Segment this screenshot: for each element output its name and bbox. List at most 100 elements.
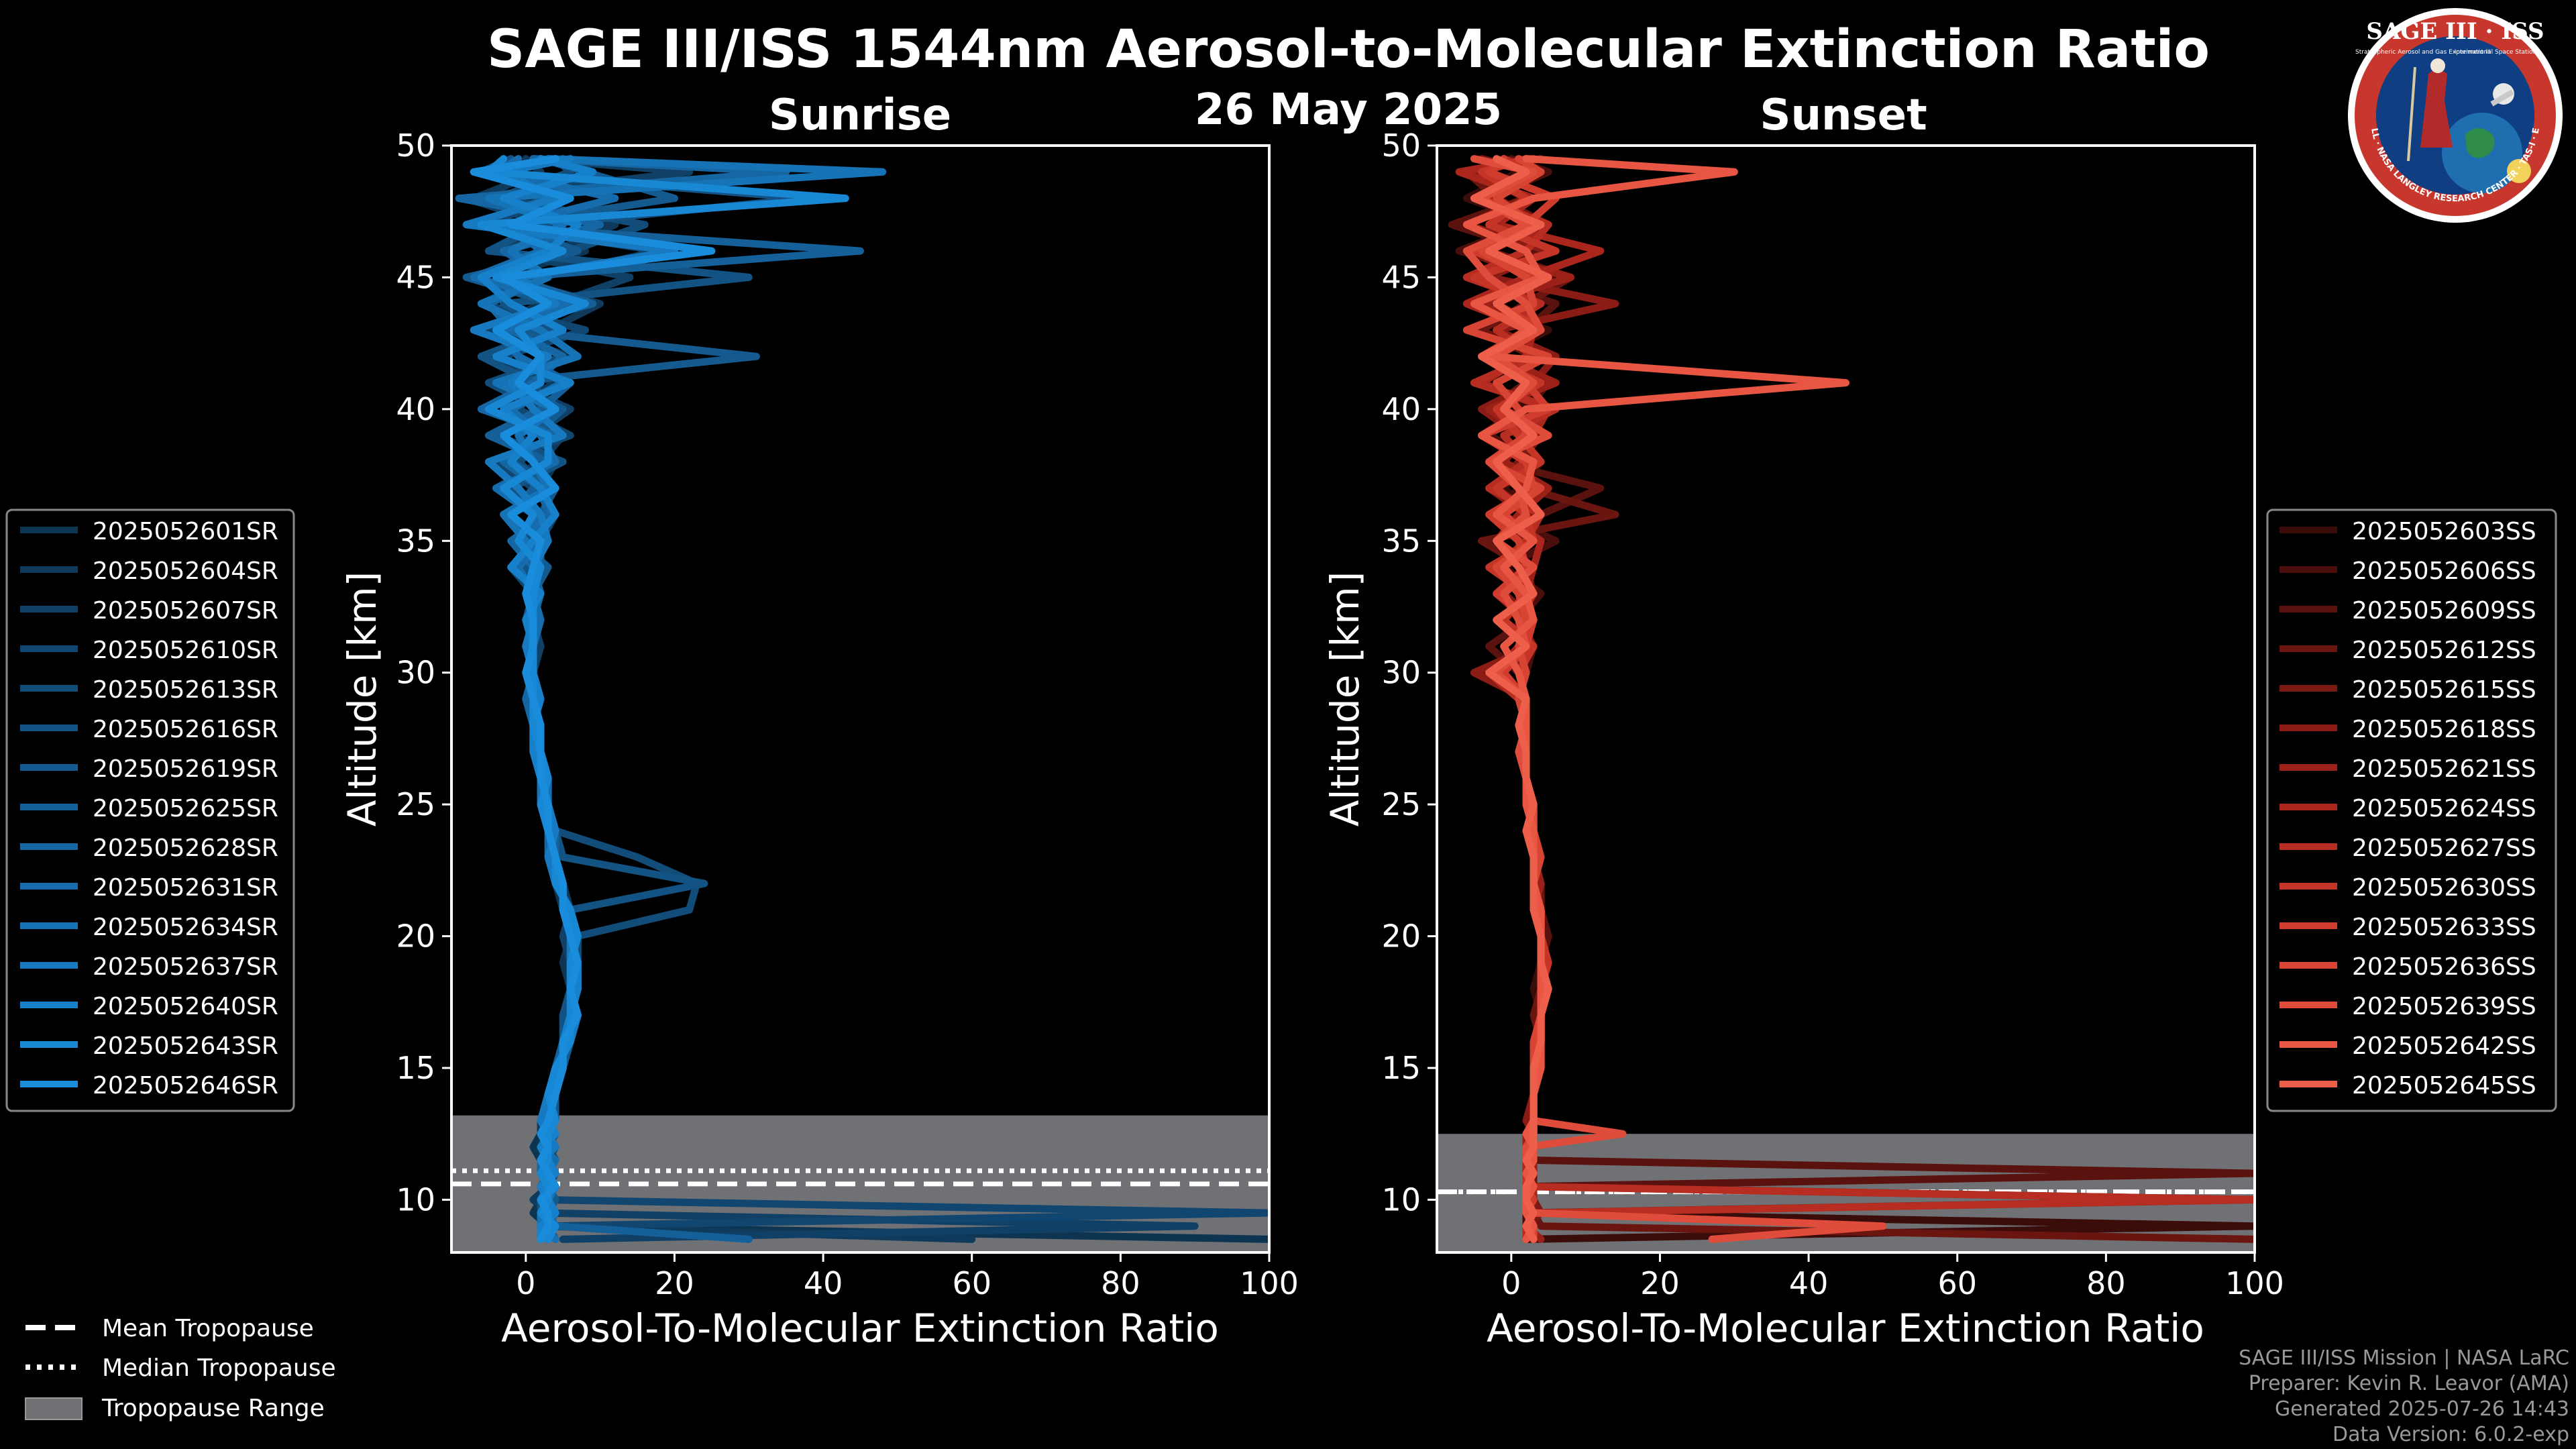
sunset-y-tick-label: 10 [1381, 1181, 1421, 1218]
sunrise-legend-label: 2025052610SR [93, 637, 278, 664]
panel-title-sunrise: Sunrise [769, 91, 951, 140]
mean-tropopause-label: Mean Tropopause [102, 1315, 314, 1342]
sunset-legend-label: 2025052642SS [2352, 1032, 2536, 1060]
tropopause-legend: Mean Tropopause Median Tropopause Tropop… [25, 1315, 336, 1422]
sunset-x-tick-label: 80 [2086, 1265, 2126, 1301]
sunrise-y-tick-label: 15 [396, 1050, 435, 1086]
sunrise-profiles [455, 155, 1269, 1243]
sunset-x-axis-label: Aerosol-To-Molecular Extinction Ratio [1487, 1305, 2204, 1351]
sunrise-y-tick-label: 35 [396, 523, 435, 559]
logo-figure-robe [2420, 67, 2453, 148]
sunset-y-tick-label: 40 [1381, 391, 1421, 427]
logo-continent [2465, 128, 2495, 158]
panel-title-sunset: Sunset [1760, 91, 1927, 140]
sunrise-ticks: 0 20 40 60 80 100 10 15 20 25 30 35 40 45 50 [396, 127, 1298, 1301]
sunset-legend-label: 2025052633SS [2352, 914, 2536, 941]
sunset-y-axis-label: Altitude [km] [1322, 572, 1368, 826]
median-tropopause-label: Median Tropopause [102, 1354, 336, 1382]
logo-title: SAGE III · ISS [2366, 18, 2544, 45]
sunrise-x-tick-label: 80 [1101, 1265, 1140, 1301]
sunset-ticks: 0 20 40 60 80 100 10 15 20 25 30 35 40 45 50 [1381, 127, 2284, 1301]
credit-line: Generated 2025-07-26 14:43 [2275, 1397, 2569, 1421]
sunrise-x-axis-label: Aerosol-To-Molecular Extinction Ratio [501, 1305, 1219, 1351]
sunrise-profile-2025052646SR [470, 155, 716, 1243]
credit-line: SAGE III/ISS Mission | NASA LaRC [2239, 1346, 2569, 1370]
sunrise-x-tick-label: 100 [1240, 1265, 1299, 1301]
sunset-x-tick-label: 100 [2225, 1265, 2284, 1301]
sunrise-legend-label: 2025052607SR [93, 597, 278, 625]
sunrise-legend: 2025052601SR 2025052604SR 2025052607SR 2025… [5, 508, 295, 1112]
sunrise-y-tick-label: 45 [396, 259, 435, 295]
sunset-y-tick-label: 30 [1381, 655, 1421, 691]
sunset-profiles [1448, 155, 2255, 1243]
logo-figure-head [2430, 58, 2445, 73]
sunset-x-tick-label: 60 [1937, 1265, 1977, 1301]
sunset-axes-frame [1436, 144, 2256, 1254]
sunrise-legend-label: 2025052616SR [93, 716, 278, 743]
sunrise-legend-label: 2025052628SR [93, 835, 278, 862]
sunrise-x-tick-label: 0 [516, 1265, 535, 1301]
sunset-plot-area [1437, 146, 2255, 1252]
sunset-profile-2025052645SS [1470, 155, 1552, 1243]
sunrise-y-axis-label: Altitude [km] [339, 572, 385, 826]
sunset-legend-label: 2025052606SS [2352, 557, 2536, 585]
sunrise-legend-label: 2025052646SR [93, 1072, 278, 1099]
chart-title: SAGE III/ISS 1544nm Aerosol-to-Molecular… [487, 19, 2210, 80]
logo-staff [2407, 66, 2416, 162]
sunset-y-tick-label: 20 [1381, 918, 1421, 955]
sunset-legend-label: 2025052612SS [2352, 637, 2536, 664]
sunset-x-tick-label: 40 [1789, 1265, 1829, 1301]
sunset-legend: 2025052603SS 2025052606SS 2025052609SS 2025… [2266, 508, 2557, 1112]
sunrise-legend-label: 2025052643SR [93, 1032, 278, 1060]
sunset-legend-label: 2025052603SS [2352, 518, 2536, 545]
sunrise-x-tick-label: 60 [952, 1265, 991, 1301]
sunrise-legend-label: 2025052637SR [93, 953, 278, 981]
sunset-y-tick-label: 50 [1381, 127, 1421, 164]
sunrise-y-tick-label: 20 [396, 918, 435, 955]
sunrise-legend-label: 2025052634SR [93, 914, 278, 941]
sunset-y-tick-label: 35 [1381, 523, 1421, 559]
sunset-x-tick-label: 20 [1640, 1265, 1680, 1301]
sunset-legend-label: 2025052624SS [2352, 795, 2536, 822]
sunset-legend-label: 2025052615SS [2352, 676, 2536, 704]
sunset-legend-label: 2025052621SS [2352, 755, 2536, 783]
sunrise-y-tick-label: 50 [396, 127, 435, 164]
sunrise-x-tick-label: 20 [655, 1265, 694, 1301]
sunset-profile-2025052639SS [1462, 155, 1887, 1243]
credit-line: Data Version: 6.0.2-exp [2332, 1423, 2569, 1446]
sunset-panel: 0 20 40 60 80 100 10 15 20 25 30 35 40 45 50 Aerosol-T… [1322, 127, 2284, 1351]
sunrise-y-tick-label: 25 [396, 786, 435, 822]
sunrise-legend-label: 2025052640SR [93, 993, 278, 1020]
logo-line1: Stratospheric Aerosol and Gas Experiment… [2355, 49, 2491, 56]
sunset-legend-label: 2025052636SS [2352, 953, 2536, 981]
sunrise-legend-label: 2025052625SR [93, 795, 278, 822]
chart-date: 26 May 2025 [1195, 85, 1502, 135]
sunset-legend-label: 2025052630SS [2352, 874, 2536, 902]
credits: SAGE III/ISS Mission | NASA LaRC Prepare… [2239, 1346, 2569, 1446]
credit-line: Preparer: Kevin R. Leavor (AMA) [2249, 1372, 2569, 1395]
sunset-y-tick-label: 15 [1381, 1050, 1421, 1086]
sunset-legend-label: 2025052627SS [2352, 835, 2536, 862]
sunrise-y-tick-label: 30 [396, 655, 435, 691]
tropopause-range-swatch [25, 1397, 83, 1420]
logo-line2: International Space Station [2455, 49, 2537, 56]
sunset-legend-frame [2266, 508, 2557, 1112]
sunrise-y-tick-label: 40 [396, 391, 435, 427]
sunrise-legend-label: 2025052631SR [93, 874, 278, 902]
tropopause-range-label: Tropopause Range [101, 1395, 325, 1422]
sunset-y-tick-label: 45 [1381, 259, 1421, 295]
sunrise-legend-label: 2025052613SR [93, 676, 278, 704]
sunrise-legend-label: 2025052604SR [93, 557, 278, 585]
sunset-y-tick-label: 25 [1381, 786, 1421, 822]
sunset-legend-label: 2025052645SS [2352, 1072, 2536, 1099]
sunset-legend-label: 2025052609SS [2352, 597, 2536, 625]
sunrise-y-tick-label: 10 [396, 1181, 435, 1218]
sunrise-legend-label: 2025052601SR [93, 518, 278, 545]
sunrise-panel: 0 20 40 60 80 100 10 15 20 25 30 35 40 45 50 Aerosol-T… [339, 127, 1299, 1351]
sunrise-axes-frame [450, 144, 1271, 1254]
sunset-x-tick-label: 0 [1501, 1265, 1521, 1301]
logo-station [2490, 89, 2514, 107]
sunrise-x-tick-label: 40 [804, 1265, 843, 1301]
sunrise-legend-label: 2025052619SR [93, 755, 278, 783]
